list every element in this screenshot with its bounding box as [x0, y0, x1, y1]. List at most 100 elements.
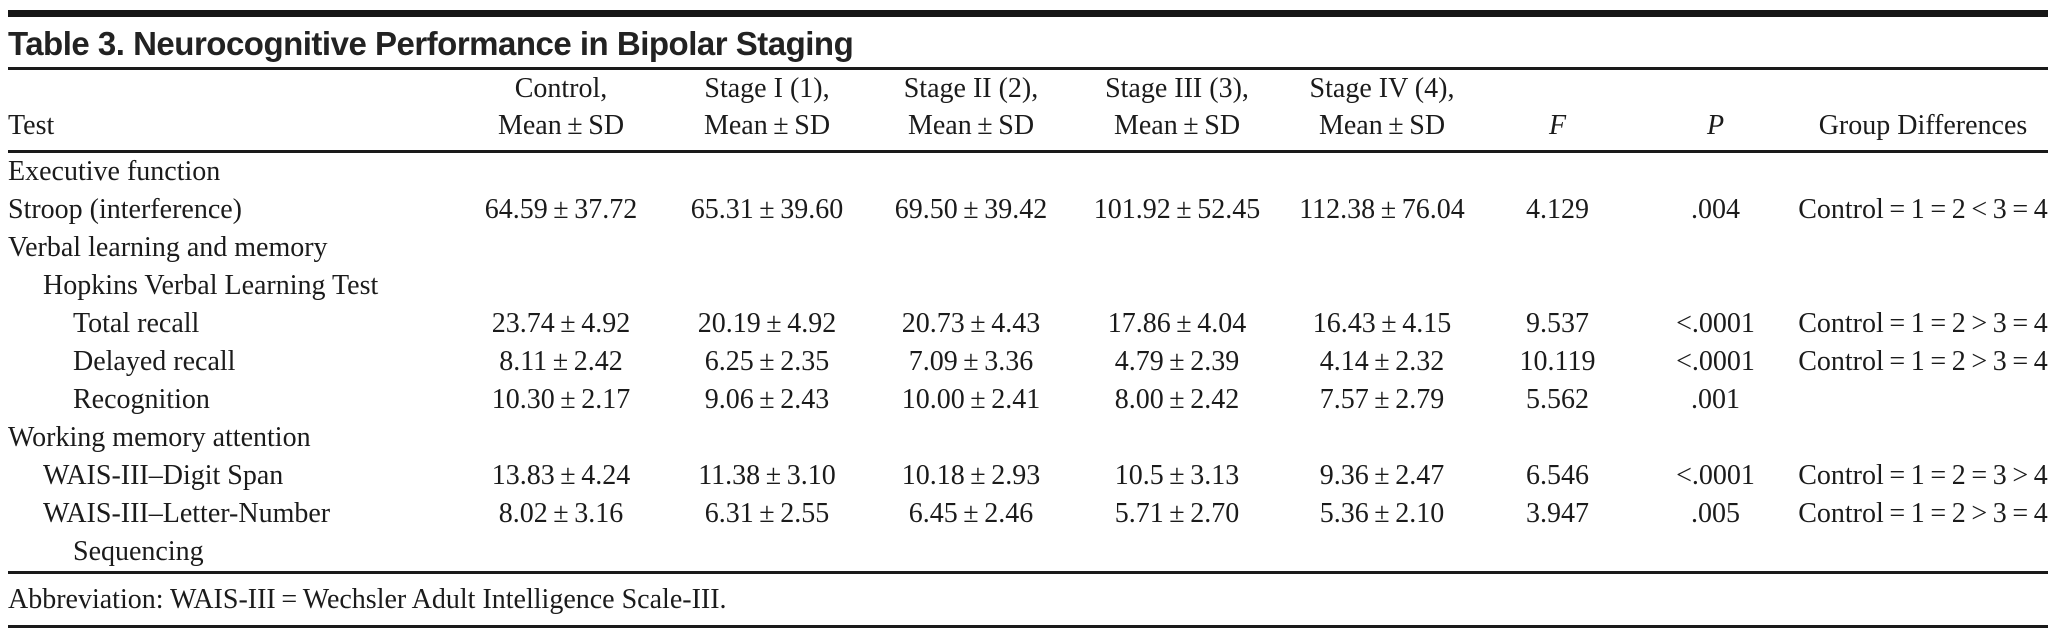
value-cell: 11.38 ± 3.10 [698, 460, 836, 491]
col-header-f-label: F [1548, 110, 1567, 141]
value-cell: 6.25 ± 2.35 [704, 346, 830, 377]
value-cell: 10.5 ± 3.13 [1114, 460, 1240, 491]
top-rule [8, 10, 2048, 17]
row-label-line: Sequencing [73, 536, 204, 567]
value-cell: Control = 1 = 2 > 3 = 4 [1798, 346, 2048, 377]
row-label-line: Hopkins Verbal Learning Test [43, 270, 379, 301]
row-label: Verbal learning and memory [8, 229, 458, 267]
col-header-stage3-line2: Mean ± SD [1113, 110, 1241, 141]
row-label: Hopkins Verbal Learning Test [8, 267, 458, 305]
row-label: Recognition [8, 381, 458, 419]
value-cell [1282, 229, 1482, 267]
col-header-stage1-line2: Mean ± SD [703, 110, 831, 141]
value-cell [1633, 229, 1798, 267]
value-cell [1072, 229, 1282, 267]
value-cell: 8.11 ± 2.42 [499, 346, 623, 377]
row-label: Executive function [8, 152, 458, 192]
neurocognitive-table: Test Control, Mean ± SD Stage I (1), Mea… [8, 70, 2048, 571]
value-cell: 9.36 ± 2.47 [1319, 460, 1445, 491]
value-cell: <.0001 [1676, 460, 1755, 491]
value-cell [1282, 267, 1482, 305]
row-label: WAIS-III–Digit Span [8, 457, 458, 495]
value-cell: 10.119 [1519, 346, 1596, 377]
col-header-p-value: P [1633, 70, 1798, 153]
value-cell: 112.38 ± 76.04 [1299, 194, 1465, 225]
col-header-test: Test [8, 70, 458, 153]
row-label-line: WAIS-III–Digit Span [43, 460, 284, 491]
value-cell: 7.09 ± 3.36 [908, 346, 1034, 377]
value-cell [458, 419, 664, 457]
col-header-stage3: Stage III (3), Mean ± SD [1072, 70, 1282, 153]
value-cell: Control = 1 = 2 = 3 > 4 [1798, 460, 2048, 491]
col-header-f-statistic: F [1482, 70, 1633, 153]
value-cell: .001 [1691, 384, 1740, 415]
row-label-line: Executive function [8, 156, 221, 187]
row-label-line: Delayed recall [73, 346, 236, 377]
value-cell [1072, 267, 1282, 305]
col-header-control-line2: Mean ± SD [497, 110, 625, 141]
value-cell [1633, 267, 1798, 305]
value-cell: 6.546 [1526, 460, 1589, 491]
row-label-line: Stroop (interference) [8, 194, 242, 225]
col-header-test-label: Test [8, 110, 55, 141]
col-header-stage4: Stage IV (4), Mean ± SD [1282, 70, 1482, 153]
value-cell [1072, 419, 1282, 457]
value-cell [1633, 152, 1798, 192]
col-header-p-label: P [1706, 110, 1725, 141]
value-cell [1798, 267, 2048, 305]
value-cell: Control = 1 = 2 > 3 = 4 [1798, 308, 2048, 339]
col-header-stage2-line1: Stage II (2), [903, 73, 1039, 104]
col-header-stage2-line2: Mean ± SD [907, 110, 1035, 141]
table-row: WAIS-III–Digit Span 13.83 ± 4.24 11.38 ± 3… [8, 457, 2048, 495]
value-cell: 10.00 ± 2.41 [901, 384, 1041, 415]
value-cell: 65.31 ± 39.60 [690, 194, 844, 225]
row-label-line: WAIS-III–Letter-Number [43, 498, 331, 529]
value-cell: 5.562 [1526, 384, 1589, 415]
value-cell: 64.59 ± 37.72 [484, 194, 638, 225]
value-cell: 23.74 ± 4.92 [491, 308, 631, 339]
value-cell: .004 [1691, 194, 1740, 225]
value-cell: 7.57 ± 2.79 [1319, 384, 1445, 415]
value-cell [458, 229, 664, 267]
table-row: Working memory attention [8, 419, 2048, 457]
value-cell: 10.30 ± 2.17 [491, 384, 631, 415]
value-cell [870, 419, 1072, 457]
value-cell: 3.947 [1526, 498, 1589, 529]
col-header-stage4-line1: Stage IV (4), [1309, 73, 1455, 104]
value-cell [458, 152, 664, 192]
value-cell: 9.537 [1526, 308, 1589, 339]
col-header-control: Control, Mean ± SD [458, 70, 664, 153]
value-cell: 5.36 ± 2.10 [1319, 498, 1445, 529]
value-cell: 8.02 ± 3.16 [498, 498, 624, 529]
value-cell [1798, 419, 2048, 457]
value-cell [664, 152, 870, 192]
value-cell: .005 [1691, 498, 1740, 529]
value-cell [1482, 267, 1633, 305]
value-cell: 69.50 ± 39.42 [894, 194, 1048, 225]
table-3-panel: Table 3. Neurocognitive Performance in B… [8, 10, 2048, 628]
value-cell [870, 229, 1072, 267]
value-cell: <.0001 [1676, 308, 1755, 339]
table-row: Executive function [8, 152, 2048, 192]
value-cell: 9.06 ± 2.43 [704, 384, 830, 415]
col-header-stage3-line1: Stage III (3), [1105, 73, 1249, 104]
value-cell: 4.129 [1526, 194, 1589, 225]
value-cell [1798, 152, 2048, 192]
col-header-stage1: Stage I (1), Mean ± SD [664, 70, 870, 153]
value-cell: 4.14 ± 2.32 [1319, 346, 1445, 377]
header-row: Test Control, Mean ± SD Stage I (1), Mea… [8, 70, 2048, 153]
table-title: Table 3. Neurocognitive Performance in B… [8, 17, 2048, 70]
value-cell [1482, 152, 1633, 192]
table-row: Delayed recall 8.11 ± 2.42 6.25 ± 2.35 7.09… [8, 343, 2048, 381]
value-cell [1633, 419, 1798, 457]
value-cell: 101.92 ± 52.45 [1093, 194, 1261, 225]
row-label-line: Verbal learning and memory [8, 232, 328, 263]
value-cell [664, 229, 870, 267]
value-cell: 4.79 ± 2.39 [1114, 346, 1240, 377]
value-cell [664, 419, 870, 457]
table-footnote: Abbreviation: WAIS-III = Wechsler Adult … [8, 571, 2048, 628]
col-header-group-differences: Group Differences [1798, 70, 2048, 153]
row-label: Delayed recall [8, 343, 458, 381]
table-body: Executive function Stroop (interference) 6… [8, 152, 2048, 572]
value-cell [1482, 419, 1633, 457]
